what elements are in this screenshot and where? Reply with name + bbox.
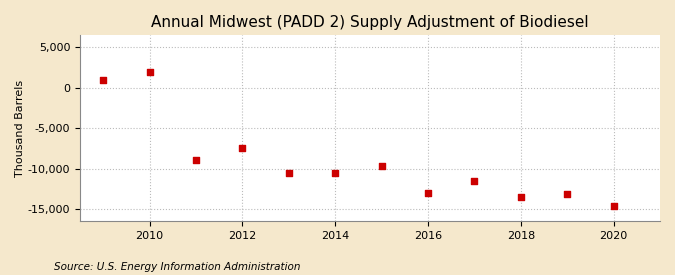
Point bbox=[237, 146, 248, 151]
Point bbox=[469, 178, 480, 183]
Point bbox=[608, 204, 619, 208]
Text: Source: U.S. Energy Information Administration: Source: U.S. Energy Information Administ… bbox=[54, 262, 300, 272]
Point bbox=[423, 191, 433, 195]
Point bbox=[190, 158, 201, 163]
Y-axis label: Thousand Barrels: Thousand Barrels bbox=[15, 80, 25, 177]
Point bbox=[98, 78, 109, 82]
Point bbox=[330, 170, 341, 175]
Point bbox=[562, 192, 572, 197]
Point bbox=[144, 70, 155, 74]
Point bbox=[376, 164, 387, 168]
Title: Annual Midwest (PADD 2) Supply Adjustment of Biodiesel: Annual Midwest (PADD 2) Supply Adjustmen… bbox=[151, 15, 589, 30]
Point bbox=[284, 170, 294, 175]
Point bbox=[516, 195, 526, 199]
